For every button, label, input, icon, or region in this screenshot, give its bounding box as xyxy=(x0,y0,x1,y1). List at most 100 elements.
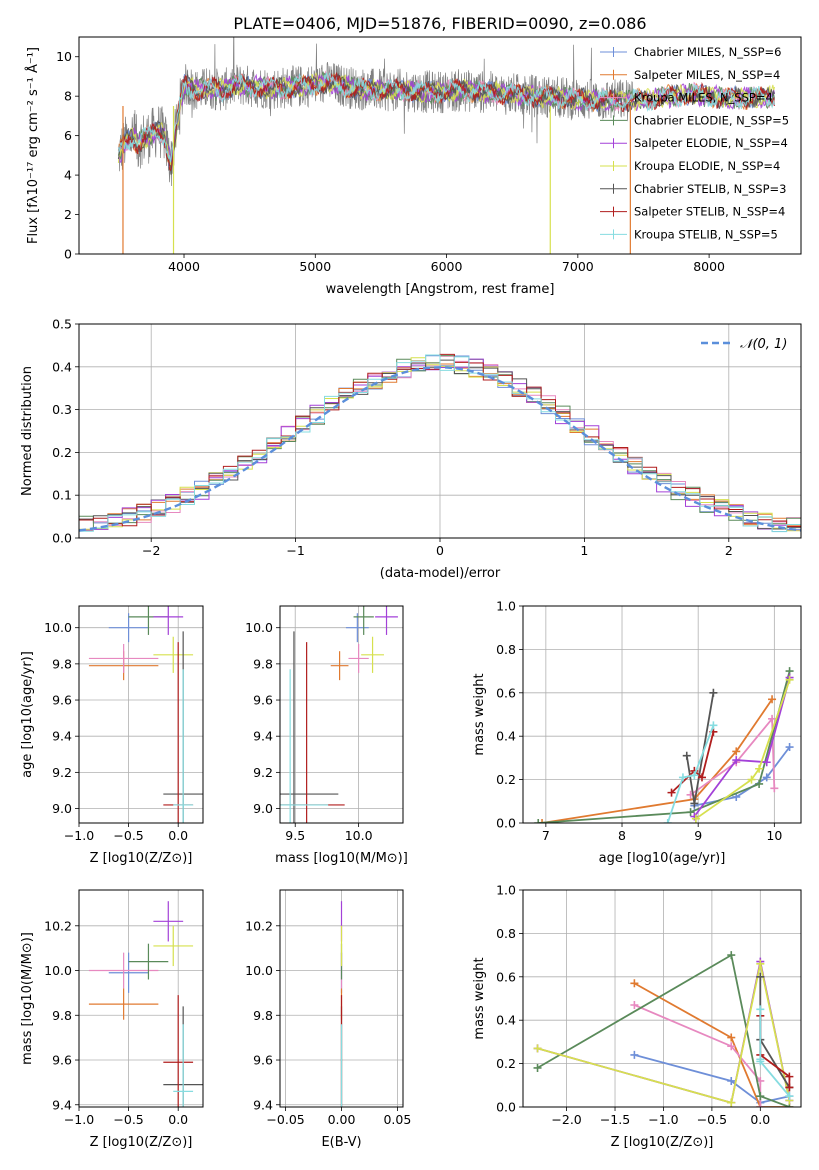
weight-point-0 xyxy=(630,1050,639,1059)
weight-line-1 xyxy=(633,982,790,1107)
weight-line-4 xyxy=(693,677,791,818)
x-axis-label: Z [log10(Z/Z⊙)] xyxy=(611,1135,714,1150)
legend-label: Kroupa MILES, N_SSP=4 xyxy=(634,91,773,105)
weight-point-6 xyxy=(756,972,765,981)
x-tick-label: 0.0 xyxy=(168,1112,188,1127)
mass-vs-ebv-frame xyxy=(279,889,404,1108)
y-tick-label: 0.6 xyxy=(496,685,516,700)
y-tick-label: 0.0 xyxy=(496,816,516,831)
x-tick-label: −1.0 xyxy=(64,1112,94,1127)
spectrum-legend: Chabrier MILES, N_SSP=6 Salpeter MILES, N… xyxy=(600,45,789,241)
age-vs-Z-frame xyxy=(78,605,204,824)
axes-age-vs-mass: 9.5 10.0 9.0 9.2 9.4 9.6 9.8 10.0 mass [log10(M/… xyxy=(245,606,408,866)
x-tick-label: 0.0 xyxy=(750,1112,770,1127)
residual-histogram-8 xyxy=(79,354,801,533)
weight-point-2 xyxy=(727,1042,736,1051)
y-tick-label: 0.1 xyxy=(52,488,72,503)
y-tick-label: 6 xyxy=(64,128,72,143)
x-tick-label: −2.0 xyxy=(551,1112,581,1127)
weight-point-7 xyxy=(697,773,706,782)
x-tick-label: 7000 xyxy=(562,259,594,274)
x-tick-label: −1.0 xyxy=(648,1112,678,1127)
weight-point-1 xyxy=(727,1033,736,1042)
weight-point-7 xyxy=(785,1072,794,1081)
weight-line-2 xyxy=(690,716,776,796)
weight-line-7 xyxy=(670,731,715,794)
weight-line-1 xyxy=(541,698,773,823)
y-tick-label: 9.6 xyxy=(253,693,273,708)
weight-point-6 xyxy=(682,751,691,760)
x-tick-label: −0.5 xyxy=(697,1112,727,1127)
x-tick-label: 1 xyxy=(580,543,588,558)
axes-weight-vs-Z: −2.0 −1.5 −1.0 −0.5 0.0 0.0 0.2 0.4 0.6 0.8 1.0 Z [… xyxy=(472,883,801,1150)
weight-vs-age-frame xyxy=(522,605,802,824)
weight-point-8 xyxy=(756,1005,765,1014)
x-axis-label: E(B-V) xyxy=(321,1135,361,1150)
weight-point-5 xyxy=(785,675,794,684)
weight-point-5 xyxy=(727,1098,736,1107)
x-axis-label: Z [log10(Z/Z⊙)] xyxy=(90,851,193,866)
y-tick-label: 0.2 xyxy=(496,1056,516,1071)
axes-residuals: −2 −1 0 1 2 0.0 0.1 0.2 0.3 0.4 0.5 (data-model)/er… xyxy=(20,317,801,581)
y-tick-label: 0.4 xyxy=(52,359,72,374)
weight-point-7 xyxy=(667,788,676,797)
x-tick-label: 7 xyxy=(542,828,550,843)
weight-point-2 xyxy=(756,1103,765,1107)
y-tick-label: 0.6 xyxy=(496,969,516,984)
y-tick-label: 9.0 xyxy=(253,801,273,816)
weight-point-0 xyxy=(785,743,794,752)
legend-label: Kroupa ELODIE, N_SSP=4 xyxy=(634,159,780,173)
x-axis-label: age [log10(age/yr)] xyxy=(599,851,726,866)
x-tick-label: 0.05 xyxy=(383,1112,411,1127)
spectrum-frame xyxy=(78,36,802,255)
y-tick-label: 9.6 xyxy=(253,1053,273,1068)
y-tick-label: 1.0 xyxy=(496,883,516,898)
y-tick-label: 0.4 xyxy=(496,1013,516,1028)
x-tick-label: 9.5 xyxy=(285,828,305,843)
axes-mass-vs-Z: −1.0 −0.5 0.0 9.4 9.6 9.8 10.0 10.2 Z [log10(Z/Z… xyxy=(20,890,203,1150)
x-axis-label: mass [log10(M/M⊙)] xyxy=(275,851,408,866)
y-tick-label: 10.2 xyxy=(245,918,273,933)
weight-point-5 xyxy=(691,814,700,823)
legend-label: Chabrier STELIB, N_SSP=3 xyxy=(634,182,786,196)
x-tick-label: 5000 xyxy=(299,259,331,274)
y-tick-label: 10.2 xyxy=(44,918,72,933)
x-tick-label: 9 xyxy=(694,828,702,843)
weight-point-1 xyxy=(538,819,547,823)
weight-line-5 xyxy=(695,679,791,820)
y-axis-label: age [log10(age/yr)] xyxy=(20,651,35,778)
y-tick-label: 0.0 xyxy=(52,531,72,546)
y-tick-label: 9.2 xyxy=(52,765,72,780)
x-tick-label: −1.5 xyxy=(600,1112,630,1127)
weight-point-0 xyxy=(732,792,741,801)
weight-point-4 xyxy=(762,758,771,767)
y-tick-label: 9.8 xyxy=(253,1008,273,1023)
figure-title: PLATE=0406, MJD=51876, FIBERID=0090, z=0… xyxy=(233,14,646,33)
mass-vs-Z-frame xyxy=(78,889,204,1108)
weight-line-3 xyxy=(537,953,790,1107)
y-axis-label: Flux [fλ10⁻¹⁷ erg cm⁻² s⁻¹ Å⁻¹] xyxy=(25,47,41,244)
weight-point-3 xyxy=(533,1063,542,1072)
observed-spectrum xyxy=(118,37,634,187)
weight-line-3 xyxy=(538,670,791,823)
x-tick-label: 4000 xyxy=(168,259,200,274)
weight-point-8 xyxy=(663,819,672,823)
gaussian-legend-label: 𝒩(0, 1) xyxy=(740,337,787,352)
model-spectrum-6 xyxy=(117,73,775,175)
residuals-frame xyxy=(78,323,802,539)
x-tick-label: −0.5 xyxy=(113,1112,143,1127)
axes-age-vs-Z: −1.0 −0.5 0.0 9.0 9.2 9.4 9.6 9.8 10.0 Z [log10(Z… xyxy=(20,606,203,866)
model-spectrum-8 xyxy=(117,72,775,163)
weight-point-0 xyxy=(727,1076,736,1085)
x-tick-label: −0.05 xyxy=(266,1112,304,1127)
weight-point-5 xyxy=(747,775,756,784)
gaussian-curve xyxy=(78,366,802,532)
x-tick-label: 10 xyxy=(766,828,782,843)
axes-mass-vs-ebv: −0.05 0.00 0.05 9.4 9.6 9.8 10.0 10.2 E(B-V) xyxy=(245,890,411,1150)
y-tick-label: 10.0 xyxy=(245,620,273,635)
y-tick-label: 9.8 xyxy=(52,1008,72,1023)
y-tick-label: 2 xyxy=(64,207,72,222)
x-axis-label: Z [log10(Z/Z⊙)] xyxy=(90,1135,193,1150)
weight-point-3 xyxy=(686,808,695,817)
